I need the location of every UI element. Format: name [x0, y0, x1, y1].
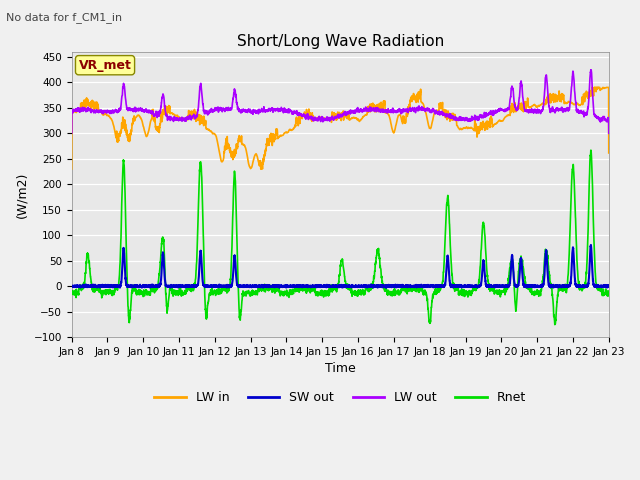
Title: Short/Long Wave Radiation: Short/Long Wave Radiation — [237, 34, 444, 49]
Text: VR_met: VR_met — [79, 59, 131, 72]
Legend: LW in, SW out, LW out, Rnet: LW in, SW out, LW out, Rnet — [150, 386, 531, 409]
Text: No data for f_CM1_in: No data for f_CM1_in — [6, 12, 122, 23]
X-axis label: Time: Time — [325, 362, 356, 375]
Y-axis label: (W/m2): (W/m2) — [15, 171, 28, 217]
